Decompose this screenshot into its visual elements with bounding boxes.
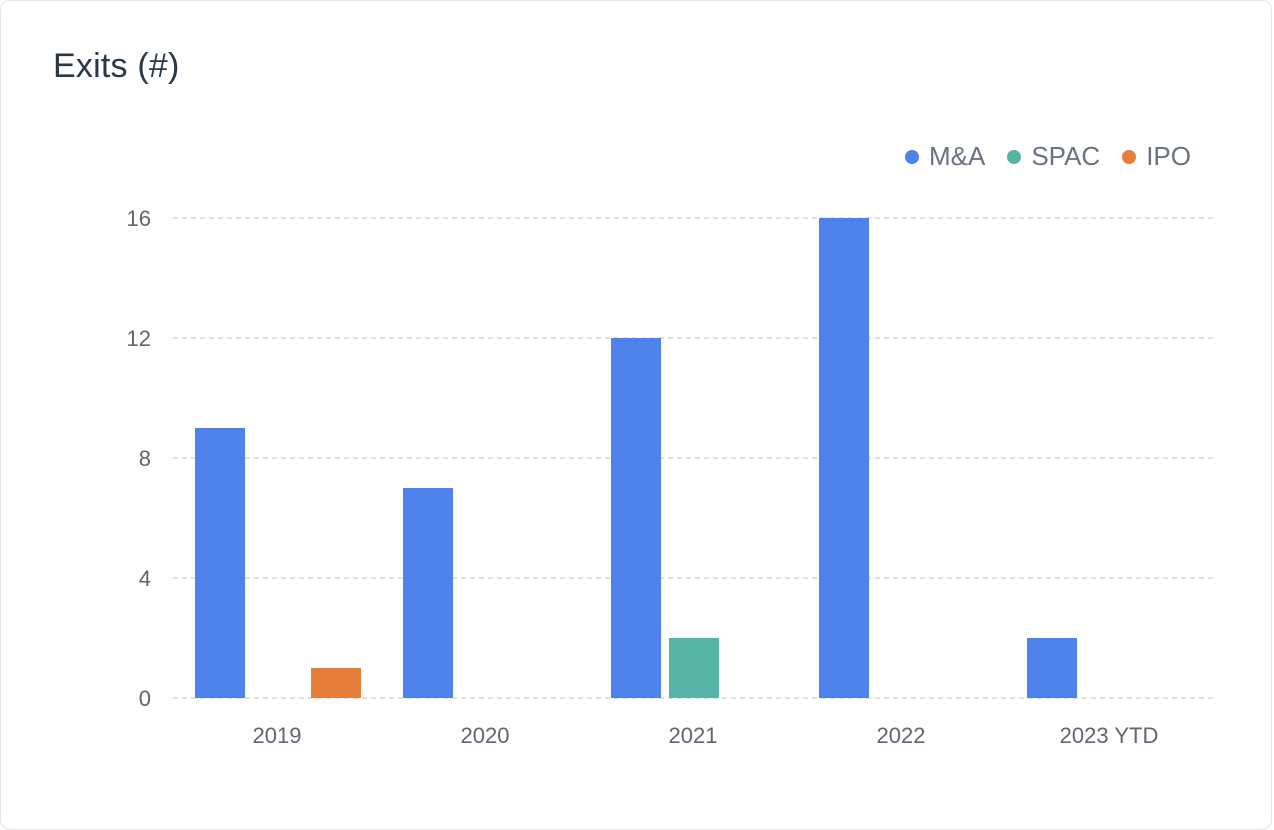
y-tick-label: 0	[139, 686, 151, 711]
legend-item-ma[interactable]: M&A	[904, 141, 986, 172]
x-tick-label: 2019	[253, 723, 302, 748]
bar-ma-2019	[195, 428, 245, 698]
legend-dot-spac	[1007, 149, 1022, 164]
y-tick-label: 12	[127, 326, 151, 351]
x-tick-label: 2023 YTD	[1060, 723, 1159, 748]
y-tick-label: 16	[127, 206, 151, 231]
bar-ipo-2019	[311, 668, 361, 698]
y-tick-label: 8	[139, 446, 151, 471]
bar-ma-2023-ytd	[1027, 638, 1077, 698]
legend: M&A SPAC IPO	[904, 141, 1191, 172]
chart-title: Exits (#)	[53, 47, 180, 85]
legend-dot-ma	[904, 149, 919, 164]
x-tick-label: 2020	[461, 723, 510, 748]
bar-ma-2020	[403, 488, 453, 698]
bar-ma-2022	[819, 218, 869, 698]
legend-item-spac[interactable]: SPAC	[1007, 141, 1100, 172]
legend-dot-ipo	[1122, 149, 1137, 164]
bar-spac-2021	[669, 638, 719, 698]
y-tick-label: 4	[139, 566, 151, 591]
x-tick-label: 2021	[669, 723, 718, 748]
legend-item-ipo[interactable]: IPO	[1122, 141, 1191, 172]
x-tick-label: 2022	[877, 723, 926, 748]
legend-label-ipo: IPO	[1146, 141, 1191, 171]
bar-chart: 0 4 8 12 16 2019 2020 2021 2022 2023 YTD	[127, 206, 1213, 748]
bar-ma-2021	[611, 338, 661, 698]
legend-label-ma: M&A	[928, 141, 986, 171]
legend-label-spac: SPAC	[1031, 141, 1101, 171]
